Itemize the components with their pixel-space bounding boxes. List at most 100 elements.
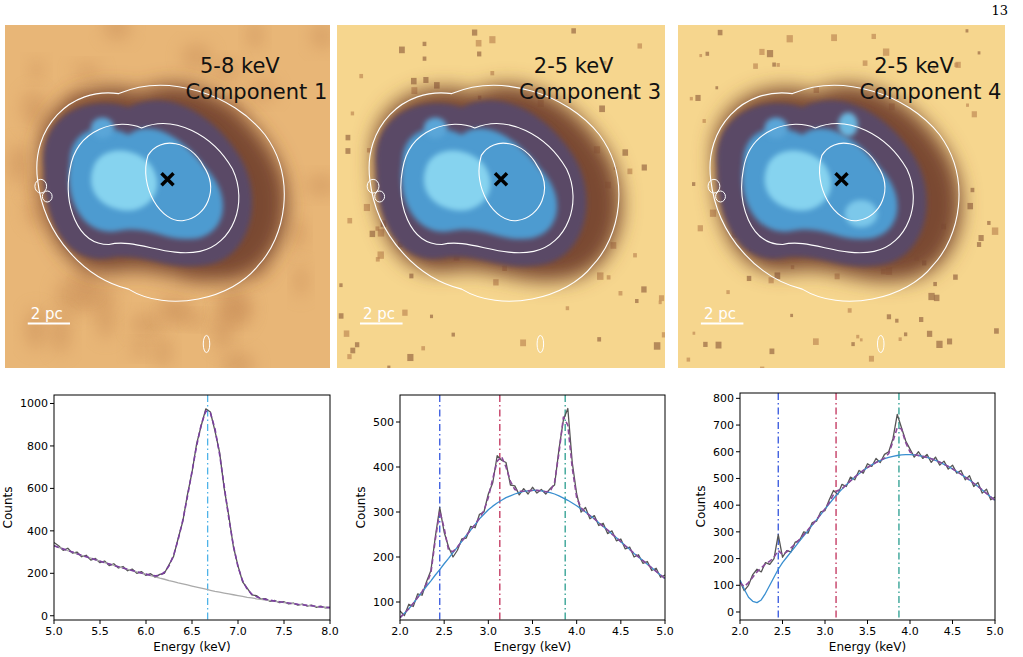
map-noise [347,354,351,359]
energy-band: 2-5 keV [534,54,614,78]
emission-halo [373,85,622,281]
plot-frame [740,393,995,620]
x-tick-label: 3.0 [480,625,498,638]
y-tick-label: 800 [713,392,734,405]
map-noise [777,63,780,67]
map-noise [966,103,969,106]
x-tick-label: 5.0 [656,625,674,638]
x-tick [238,620,239,624]
x-tick [444,620,445,624]
x-tick-label: 7.0 [229,625,247,638]
page-number: 13 [991,3,1008,18]
map-noise [305,175,338,195]
map-noise [759,49,764,55]
y-tick [396,422,400,423]
xray-map [5,16,338,379]
map-noise [978,51,981,54]
map-noise [597,337,601,341]
x-tick [782,620,783,624]
map-noise [772,63,776,67]
x-tick [995,620,996,624]
map-noise [622,149,628,155]
y-tick-label: 0 [41,610,48,623]
map-noise [421,346,425,350]
y-tick [736,611,740,612]
map-noise [222,352,255,379]
map-noise [987,221,990,225]
line-energy [499,395,500,620]
map-noise [919,317,923,322]
map-noise [130,314,164,336]
map-noise [966,29,969,32]
x-tick [532,620,533,624]
spectrum-line [740,455,995,603]
line-energy [778,393,779,620]
map-noise [350,348,355,354]
plot-area [54,395,330,620]
map-noise [659,295,664,301]
plot-frame [54,395,330,620]
contour [203,335,210,352]
plot-frame [400,395,665,620]
x-tick [952,620,953,624]
map-noise [904,332,907,336]
source-marker [162,173,174,185]
x-tick-label: 2.0 [391,625,409,638]
map-noise [928,293,934,300]
x-axis-title: Energy (keV) [829,640,906,654]
y-tick [50,488,54,489]
x-tick-label: 5.0 [986,625,1004,638]
plot-area [400,395,665,620]
map-noise [359,74,363,78]
map-noise [129,342,153,356]
y-tick-label: 600 [27,482,48,495]
map-noise [770,349,775,355]
y-tick [396,557,400,558]
map-noise [716,342,722,349]
map-noise [687,358,690,362]
map-noise [699,54,702,57]
map-noise [895,319,898,323]
map-noise [933,282,937,286]
map-noise [637,43,642,48]
map-noise [698,225,703,231]
spectrum-chart: 5.05.56.06.57.07.58.002004006008001000En… [1,395,339,654]
spectrum-line [54,546,330,608]
energy-band: 2-5 keV [874,54,954,78]
emission-halo [376,100,587,266]
map-noise [520,339,526,346]
map-noise [695,95,700,101]
map-noise [493,279,498,285]
x-tick [400,620,401,624]
map-noise [387,366,390,370]
map-noise [977,242,981,247]
y-tick-label: 600 [713,446,734,459]
map-noise [430,315,433,318]
map-noise [934,295,940,301]
map-noise [971,188,975,192]
map-noise [967,203,973,209]
emission-halo [717,100,927,266]
y-axis-title: Counts [1,487,15,529]
map-noise [411,78,417,84]
line-energy [835,393,836,620]
map-noise [619,291,623,295]
map-noise [571,28,576,33]
page: 135-8 keVComponent 12 pc2-5 keVComponent… [0,0,1023,657]
map-noise [869,356,874,362]
map-background [337,25,665,368]
x-tick [284,620,285,624]
emission-halo [714,85,962,281]
map-noise [627,169,632,175]
x-tick-label: 5.5 [91,625,109,638]
map-noise [726,290,729,294]
contour [35,179,47,193]
y-tick-label: 300 [373,506,394,519]
source-marker [836,173,848,185]
map-noise [662,332,667,337]
map-noise [154,338,172,366]
x-tick [100,620,101,624]
y-tick [396,512,400,513]
y-tick-label: 700 [713,419,734,432]
map-noise [489,36,495,43]
